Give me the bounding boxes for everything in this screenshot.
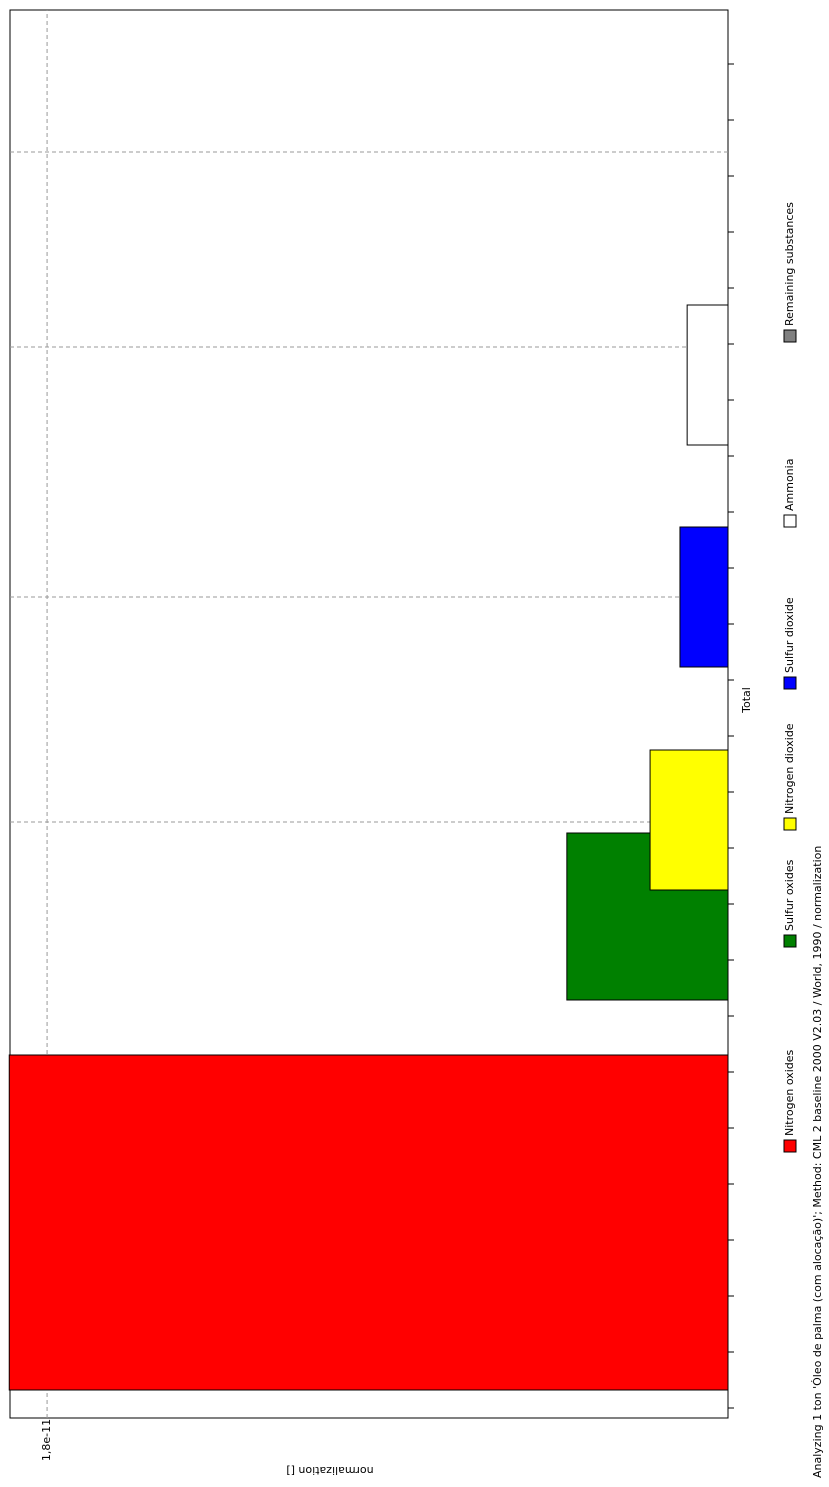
bar xyxy=(649,749,729,891)
footer: Analyzing 1 ton 'Óleo de palma (com aloc… xyxy=(811,846,824,1478)
legend-swatch xyxy=(783,676,797,690)
legend-swatch xyxy=(783,514,797,528)
legend-label: Remaining substances xyxy=(783,202,796,326)
legend-swatch xyxy=(783,1139,797,1153)
y-axis-label: normalization [] xyxy=(286,1464,373,1477)
rotated-chart: normalization [] Analyzing 1 ton 'Óleo d… xyxy=(8,9,824,1478)
legend-label: Ammonia xyxy=(783,459,796,511)
x-tick-label: Total xyxy=(740,687,753,714)
bar xyxy=(679,526,729,668)
legend-label: Sulfur oxides xyxy=(783,859,796,931)
legend-swatch xyxy=(783,329,797,343)
legend-label: Nitrogen oxides xyxy=(783,1049,796,1136)
legend-label: Sulfur dioxide xyxy=(783,597,796,673)
legend-swatch xyxy=(783,817,797,831)
legend-swatch xyxy=(783,934,797,948)
legend-label: Nitrogen dioxide xyxy=(783,723,796,814)
bar xyxy=(8,1054,729,1391)
bar xyxy=(686,304,729,446)
y-tick-label: 1,8e-11 xyxy=(40,1419,53,1461)
